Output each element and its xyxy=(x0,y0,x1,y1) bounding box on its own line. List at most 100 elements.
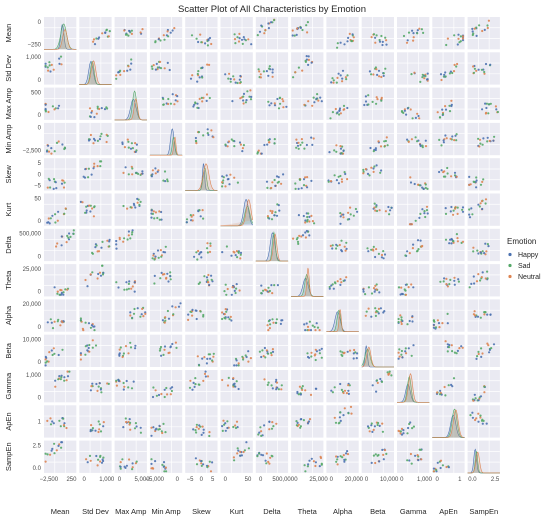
scatter-point xyxy=(163,388,166,391)
legend-label-happy: Happy xyxy=(518,252,539,259)
subplot-mean-vs-skew xyxy=(185,17,218,50)
scatter-point xyxy=(225,293,228,296)
scatter-point xyxy=(62,291,65,294)
x-tick-label: 1,000 xyxy=(417,477,433,483)
scatter-point xyxy=(163,321,166,324)
scatter-point xyxy=(63,181,66,184)
plot-background xyxy=(326,334,359,367)
scatter-point xyxy=(331,244,334,247)
scatter-point xyxy=(270,102,273,105)
scatter-point xyxy=(128,30,131,33)
scatter-point xyxy=(470,282,473,285)
scatter-point xyxy=(436,391,439,394)
scatter-point xyxy=(130,32,133,36)
scatter-point xyxy=(382,257,385,260)
plot-background xyxy=(467,334,500,367)
subplot-beta-vs-std-dev xyxy=(79,334,112,367)
scatter-point xyxy=(125,379,128,383)
scatter-point xyxy=(52,422,55,425)
scatter-point xyxy=(235,364,238,367)
scatter-point xyxy=(382,458,385,461)
scatter-point xyxy=(334,421,338,424)
scatter-point xyxy=(58,62,61,65)
plot-background xyxy=(291,334,324,367)
scatter-point xyxy=(422,187,425,190)
subplot-alpha-vs-sampen xyxy=(467,299,500,332)
y-tick-label: 0 xyxy=(38,78,42,84)
scatter-point xyxy=(244,354,247,357)
subplot-beta-vs-min-amp xyxy=(149,334,183,367)
scatter-point xyxy=(90,324,93,327)
scatter-point xyxy=(79,319,82,322)
scatter-point xyxy=(486,24,489,27)
subplot-gamma-vs-std-dev xyxy=(79,370,112,403)
scatter-point xyxy=(270,427,274,430)
plot-background xyxy=(220,52,253,85)
scatter-point xyxy=(221,429,224,432)
subplot-max-amp-vs-mean xyxy=(44,87,77,120)
column-label-theta: Theta xyxy=(298,507,318,516)
plot-background xyxy=(185,193,218,226)
scatter-point xyxy=(234,424,237,427)
scatter-point xyxy=(336,46,339,49)
scatter-point xyxy=(121,355,124,359)
scatter-point xyxy=(339,41,342,44)
scatter-point xyxy=(139,31,142,34)
scatter-point xyxy=(425,78,429,81)
scatter-point xyxy=(154,428,157,431)
scatter-point xyxy=(222,179,225,182)
plot-background xyxy=(149,334,183,367)
scatter-point xyxy=(404,347,407,350)
scatter-point xyxy=(292,76,295,79)
y-tick-label: 2.5 xyxy=(33,443,42,449)
scatter-point xyxy=(409,108,412,111)
scatter-point xyxy=(55,245,58,248)
scatter-point xyxy=(169,387,172,390)
scatter-point xyxy=(258,350,261,353)
scatter-point xyxy=(372,249,375,252)
scatter-point xyxy=(374,148,377,152)
scatter-point xyxy=(474,418,477,422)
scatter-point xyxy=(92,40,95,43)
scatter-point xyxy=(334,107,337,111)
subplot-min-amp-vs-max-amp xyxy=(114,122,147,156)
scatter-point xyxy=(346,218,349,221)
scatter-point xyxy=(354,351,357,354)
scatter-point xyxy=(456,349,459,352)
subplot-delta-vs-theta xyxy=(291,228,324,262)
scatter-point xyxy=(269,456,272,459)
scatter-point xyxy=(340,152,343,155)
scatter-point xyxy=(101,273,105,276)
scatter-point xyxy=(226,420,229,423)
scatter-point xyxy=(320,356,323,359)
scatter-point xyxy=(169,275,172,278)
scatter-point xyxy=(475,69,478,72)
scatter-point xyxy=(59,378,62,381)
scatter-point xyxy=(407,31,411,34)
scatter-point xyxy=(88,454,92,457)
scatter-point xyxy=(379,377,382,381)
scatter-point xyxy=(228,318,231,321)
plot-background xyxy=(326,299,359,332)
scatter-point xyxy=(100,246,103,249)
scatter-point xyxy=(378,424,381,427)
scatter-point xyxy=(209,244,212,247)
scatter-point xyxy=(412,39,415,42)
scatter-point xyxy=(97,272,100,276)
scatter-point xyxy=(134,347,137,350)
scatter-point xyxy=(271,68,274,71)
scatter-point xyxy=(381,43,384,47)
scatter-point xyxy=(481,143,484,146)
subplot-kurt-vs-min-amp xyxy=(149,193,183,226)
scatter-point xyxy=(312,96,315,99)
scatter-point xyxy=(201,425,204,428)
plot-background xyxy=(220,264,253,297)
plot-background xyxy=(114,52,147,85)
scatter-point xyxy=(311,324,314,327)
scatter-point xyxy=(309,393,313,396)
scatter-point xyxy=(374,314,377,317)
scatter-point xyxy=(305,24,308,27)
scatter-point xyxy=(459,35,462,38)
scatter-point xyxy=(233,78,236,81)
subplot-delta-vs-apen xyxy=(432,228,465,262)
